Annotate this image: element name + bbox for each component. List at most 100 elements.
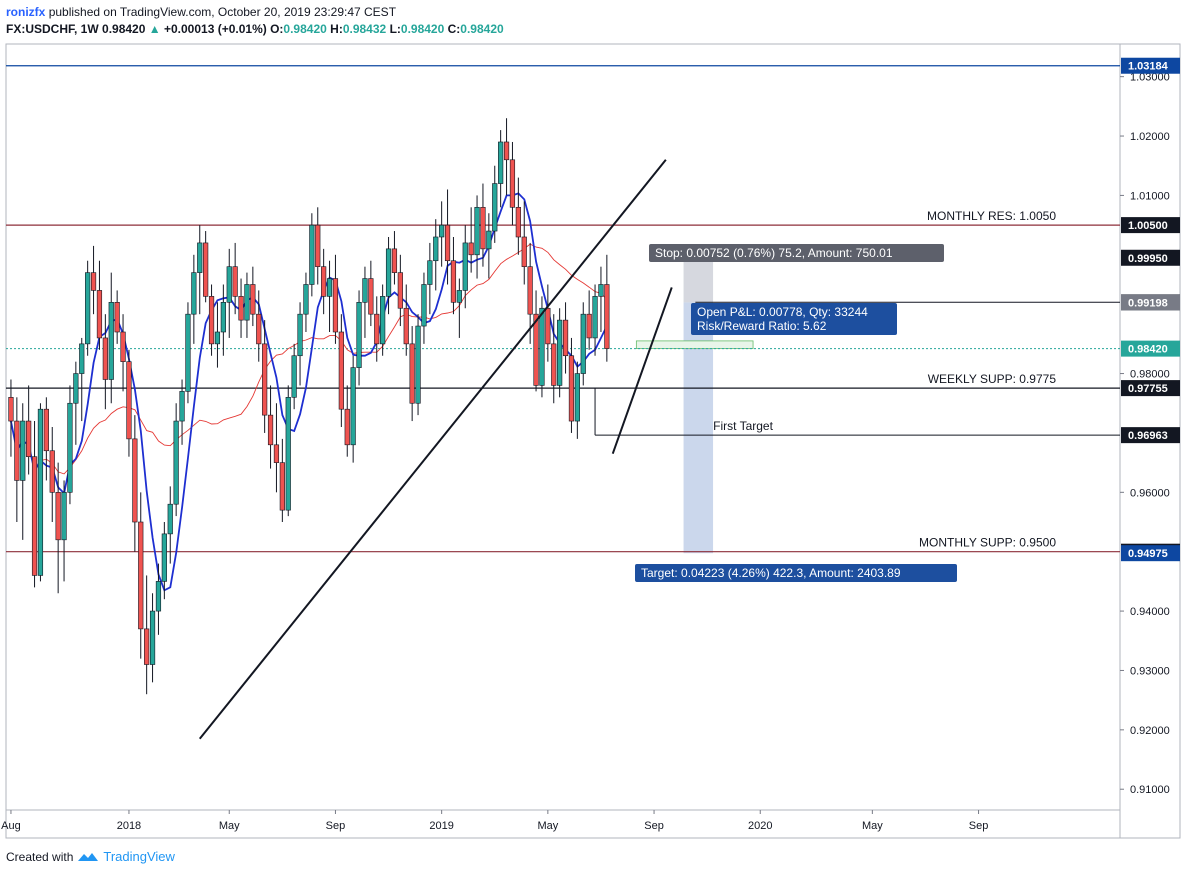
price-axis-label-bg	[1121, 217, 1180, 234]
candle	[185, 302, 191, 404]
candle	[574, 361, 580, 439]
candle-body	[332, 278, 339, 333]
price-axis-label-text: 0.98420	[1128, 344, 1168, 356]
candle-body	[503, 141, 510, 161]
candle	[43, 397, 49, 481]
candle-body	[149, 610, 156, 665]
candle	[203, 231, 209, 303]
level-label: WEEKLY SUPP: 0.9775	[928, 372, 1057, 386]
candle-body	[421, 284, 427, 327]
candle	[14, 397, 20, 523]
price-axis-label-bg	[1121, 545, 1180, 562]
x-tick-label: May	[219, 820, 240, 832]
stop-label-text: Stop: 0.00752 (0.76%) 75.2, Amount: 750.…	[655, 246, 893, 260]
candle	[515, 177, 521, 255]
open-value: 0.98420	[283, 22, 327, 36]
open-pnl-label-bg	[691, 303, 897, 335]
candle	[427, 242, 433, 315]
candle-body	[380, 296, 386, 345]
candle-body	[509, 159, 516, 208]
target-label: Target: 0.04223 (4.26%) 422.3, Amount: 2…	[635, 564, 957, 582]
candle	[439, 201, 445, 267]
candle-body	[273, 444, 280, 463]
candle-body	[67, 402, 73, 493]
price-axis-label-bg	[1121, 249, 1180, 266]
candle-body	[155, 581, 162, 612]
candle	[421, 272, 427, 344]
candle-body	[545, 307, 551, 345]
candle	[291, 343, 297, 410]
x-tick-label: 2020	[748, 820, 772, 832]
candle	[161, 522, 167, 600]
price-axis-label-bg	[1121, 294, 1180, 311]
tradingview-brand[interactable]: TradingView	[103, 849, 175, 864]
candle	[167, 486, 173, 564]
candle-body	[279, 462, 285, 511]
candle	[108, 272, 114, 404]
candle	[37, 403, 44, 582]
candle	[557, 308, 563, 398]
candle	[533, 290, 539, 392]
open-pnl-label: Open P&L: 0.00778, Qty: 33244Risk/Reward…	[691, 303, 897, 335]
candle-body	[96, 290, 103, 339]
candle	[144, 575, 150, 695]
candle-body	[362, 278, 368, 303]
candle	[385, 236, 392, 315]
candle-body	[492, 183, 498, 232]
y-tick-label: 0.98000	[1130, 369, 1170, 381]
x-tick-label: May	[537, 820, 558, 832]
candle	[568, 337, 575, 433]
candle-body	[474, 206, 480, 256]
candle-body	[598, 284, 604, 297]
price-axis-label: 1.00500	[1121, 217, 1180, 234]
price-axis-label-text: 0.99950	[1128, 253, 1168, 265]
candle	[598, 266, 604, 332]
y-tick-label: 0.92000	[1130, 725, 1170, 737]
candle-body	[138, 521, 144, 630]
candle	[267, 385, 274, 469]
price-axis-label-text: 1.00500	[1128, 220, 1168, 232]
candle	[450, 236, 457, 315]
price-axis-label-bg	[1121, 380, 1180, 397]
symbol-label[interactable]: FX:USDCHF, 1W	[6, 22, 99, 36]
candle-body	[126, 361, 132, 440]
candle	[197, 225, 203, 315]
candle-body	[551, 343, 557, 386]
candle-body	[244, 284, 250, 321]
candle-body	[468, 242, 474, 256]
candle-body	[562, 319, 569, 357]
chart-header: ronizfx published on TradingView.com, Oc…	[6, 4, 504, 38]
x-tick-label: Sep	[326, 820, 346, 832]
x-tick-label: 2019	[429, 820, 453, 832]
candle-body	[55, 492, 61, 541]
candle	[138, 492, 144, 659]
candle	[604, 254, 610, 362]
candle-body	[580, 313, 586, 374]
footer: Created with TradingView	[6, 849, 175, 864]
candle	[551, 314, 557, 404]
candle	[285, 385, 291, 517]
candle	[586, 290, 592, 350]
candle-body	[214, 331, 221, 345]
y-tick-label: 1.02000	[1130, 131, 1170, 143]
stop-label-bg	[649, 244, 944, 262]
candle-body	[79, 343, 85, 374]
candle-body	[250, 284, 256, 315]
candle	[374, 296, 380, 362]
price-axis-label: 0.98420	[1121, 340, 1180, 357]
candle	[126, 349, 132, 457]
open-pnl-label-text: Open P&L: 0.00778, Qty: 33244	[697, 305, 868, 319]
candle	[238, 278, 244, 338]
candle-body	[20, 420, 26, 481]
candle	[303, 272, 309, 332]
stop-zone	[683, 257, 714, 303]
candle	[344, 385, 350, 457]
high-label: H:	[330, 22, 343, 36]
candle	[191, 254, 197, 344]
y-tick-label: 0.93000	[1130, 665, 1170, 677]
author-link[interactable]: ronizfx	[6, 5, 46, 19]
candle-body	[498, 141, 504, 184]
price-axis-label: 0.99198	[1121, 294, 1180, 311]
y-tick-label: 0.96000	[1130, 487, 1170, 499]
